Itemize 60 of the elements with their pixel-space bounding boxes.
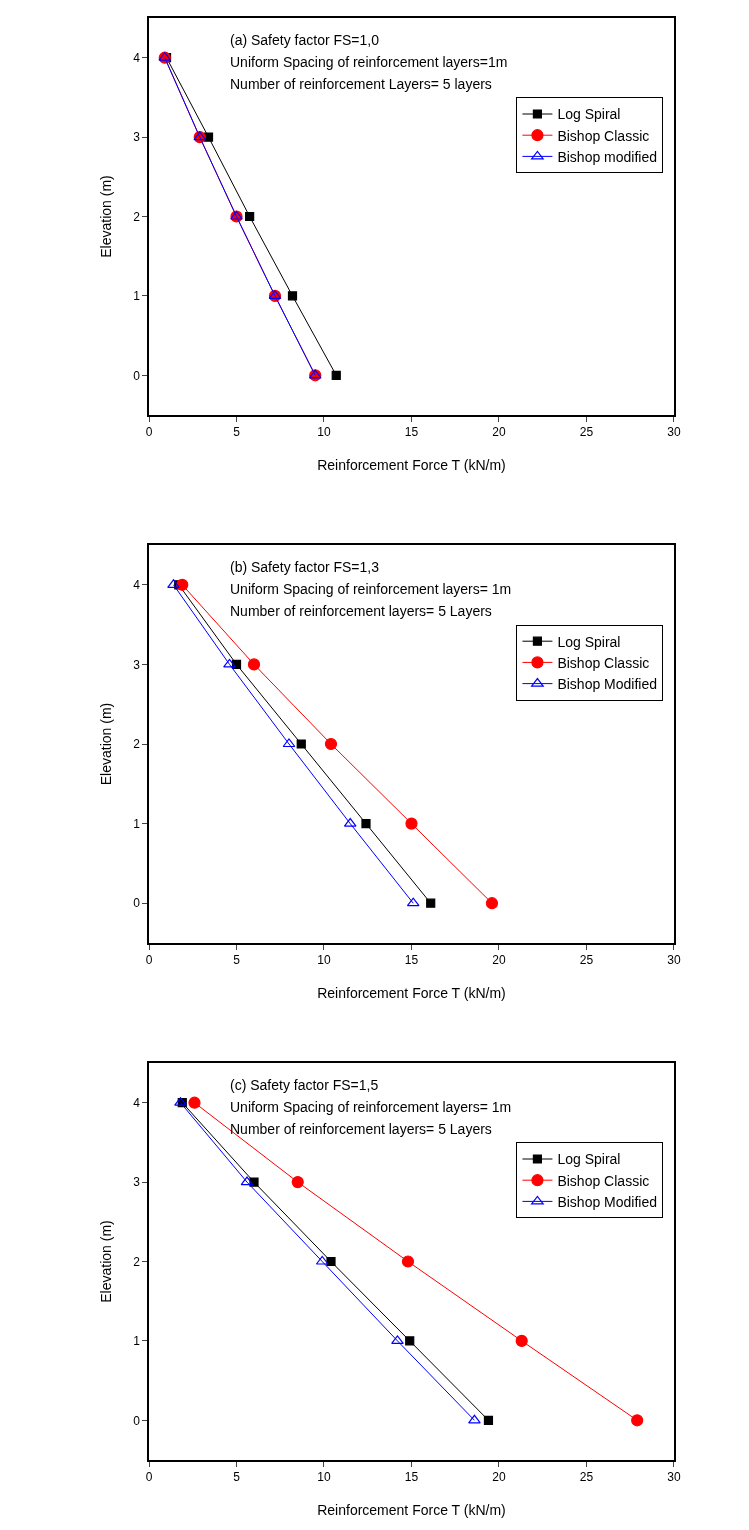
- x-tick-label: 10: [317, 953, 331, 968]
- legend-label: Log Spiral: [557, 106, 621, 123]
- x-tick-label: 5: [233, 425, 241, 440]
- x-tick-label: 20: [492, 425, 506, 440]
- y-tick-label: 4: [133, 50, 141, 65]
- annotation: Number of reinforcement layers= 5 Layers: [230, 603, 492, 619]
- x-tick-label: 30: [667, 953, 681, 968]
- y-tick-label: 2: [133, 1254, 141, 1269]
- annotation: (b) Safety factor FS=1,3: [230, 559, 380, 575]
- x-tick-label: 0: [145, 953, 153, 968]
- legend-label: Bishop Modified: [557, 676, 658, 693]
- x-axis-title: Reinforcement Force T (kN/m): [317, 456, 506, 473]
- legend-label: Bishop Modified: [557, 1193, 658, 1210]
- x-tick-label: 20: [492, 1470, 506, 1485]
- y-tick-label: 1: [133, 1334, 141, 1349]
- x-tick-label: 15: [404, 953, 419, 968]
- legend-label: Bishop Classic: [557, 1172, 650, 1189]
- x-tick-label: 5: [233, 953, 241, 968]
- y-tick-label: 4: [133, 578, 141, 592]
- annotation: (c) Safety factor FS=1,5: [230, 1077, 379, 1093]
- x-axis-title: Reinforcement Force T (kN/m): [317, 984, 506, 1001]
- x-tick-label: 30: [667, 425, 681, 440]
- y-tick-label: 1: [133, 816, 141, 831]
- x-axis-title: Reinforcement Force T (kN/m): [317, 1501, 506, 1518]
- legend-label: Log Spiral: [557, 633, 621, 650]
- legend-label: Bishop modified: [557, 148, 658, 165]
- annotation: Number of reinforcement layers= 5 Layers: [230, 1121, 492, 1137]
- y-tick-label: 3: [133, 657, 141, 672]
- y-axis-title: Elevation (m): [98, 175, 115, 258]
- x-tick-label: 25: [579, 425, 594, 440]
- x-tick-label: 0: [145, 1470, 153, 1485]
- x-tick-label: 30: [667, 1470, 681, 1485]
- y-tick-label: 2: [133, 209, 141, 224]
- y-tick-label: 2: [133, 737, 141, 752]
- annotation: Number of reinforcement Layers= 5 layers: [230, 76, 492, 92]
- x-tick-label: 15: [404, 425, 419, 440]
- x-tick-label: 5: [233, 1470, 241, 1485]
- legend-label: Bishop Classic: [557, 654, 650, 671]
- legend-label: Bishop Classic: [557, 127, 650, 144]
- y-tick-label: 0: [133, 1413, 141, 1428]
- y-tick-label: 3: [133, 1175, 141, 1190]
- y-tick-label: 4: [133, 1095, 141, 1110]
- x-tick-label: 25: [579, 1470, 594, 1485]
- annotation: (a) Safety factor FS=1,0: [230, 32, 380, 48]
- y-tick-label: 1: [133, 289, 141, 304]
- annotation: Uniform Spacing of reinforcement layers=1m: [230, 54, 508, 70]
- x-tick-label: 10: [317, 1470, 331, 1485]
- annotation: Uniform Spacing of reinforcement layers= 1m: [230, 1099, 512, 1115]
- y-tick-label: 0: [133, 368, 141, 383]
- y-axis-title: Elevation (m): [98, 1220, 115, 1303]
- legend-label: Log Spiral: [557, 1151, 621, 1168]
- x-tick-label: 10: [317, 425, 331, 440]
- x-tick-label: 0: [145, 425, 153, 440]
- x-tick-label: 20: [492, 953, 506, 968]
- y-tick-label: 3: [133, 130, 141, 145]
- x-tick-label: 15: [404, 1470, 419, 1485]
- y-axis-title: Elevation (m): [98, 702, 115, 786]
- x-tick-label: 25: [579, 953, 594, 968]
- annotation: Uniform Spacing of reinforcement layers= 1m: [230, 581, 512, 597]
- y-tick-label: 0: [133, 896, 141, 911]
